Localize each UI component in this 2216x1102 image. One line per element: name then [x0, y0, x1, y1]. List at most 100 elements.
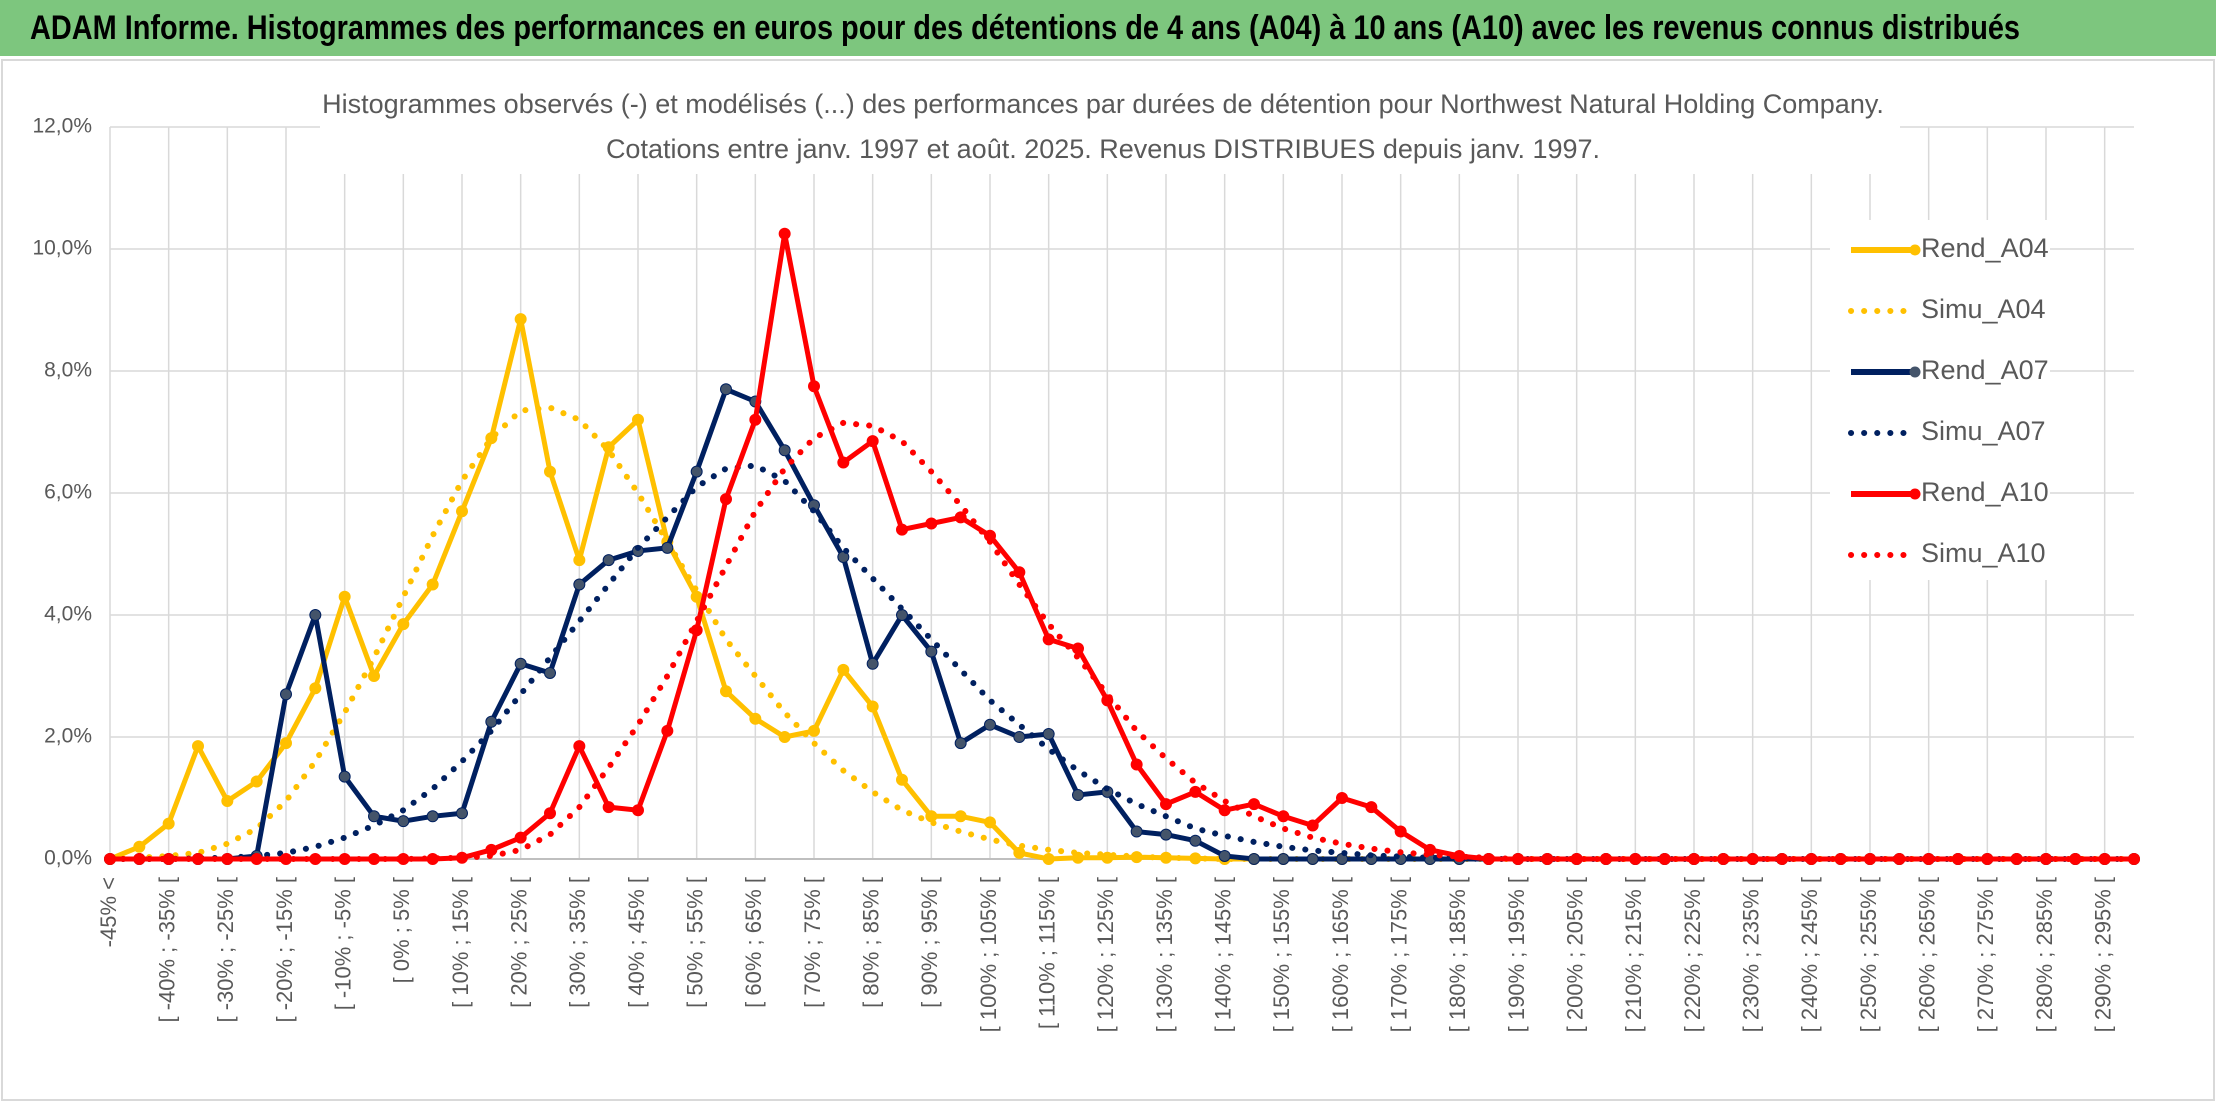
marker	[426, 578, 439, 591]
y-tick-label: 4,0%	[44, 603, 92, 626]
marker	[1160, 798, 1172, 811]
marker	[1013, 846, 1026, 859]
marker	[954, 511, 967, 524]
marker	[925, 517, 938, 530]
marker	[661, 541, 674, 554]
marker	[544, 465, 556, 478]
series-line	[110, 231, 2134, 862]
marker	[661, 724, 674, 737]
x-tick-label: [ -10% ; -5% [	[330, 877, 355, 1010]
marker	[397, 815, 410, 828]
x-tick-label: [ 200% ; 205% [	[1562, 877, 1587, 1032]
x-tick-label: [ 240% ; 245% [	[1797, 877, 1822, 1032]
legend-marker	[1909, 366, 1921, 378]
marker	[456, 505, 468, 518]
header-title: ADAM Informe. Histogrammes des performan…	[30, 9, 2020, 47]
x-tick-label: [ 270% ; 275% [	[1973, 877, 1998, 1032]
marker	[749, 712, 762, 725]
x-tick-label: [ 70% ; 75% [	[800, 877, 825, 1008]
x-tick-label: [ 250% ; 255% [	[1856, 877, 1881, 1032]
marker	[514, 657, 527, 670]
x-tick-label: [ 120% ; 125% [	[1093, 877, 1118, 1032]
marker	[1218, 804, 1231, 817]
chart-title: Histogrammes observés (-) et modélisés (…	[322, 89, 1884, 119]
x-tick-label: [ 90% ; 95% [	[917, 877, 942, 1008]
x-tick-label: [ -30% ; -25% [	[213, 877, 238, 1023]
marker	[1336, 792, 1348, 804]
legend-label: Rend_A04	[1921, 233, 2049, 263]
marker	[866, 700, 879, 713]
marker	[602, 554, 615, 567]
legend-label: Rend_A07	[1921, 355, 2049, 385]
marker	[1072, 788, 1084, 801]
x-tick-label: [ 20% ; 25% [	[506, 877, 531, 1008]
marker	[954, 810, 967, 823]
y-tick-label: 8,0%	[44, 359, 92, 382]
marker	[573, 740, 586, 753]
x-tick-label: [ 170% ; 175% [	[1386, 877, 1411, 1032]
marker	[280, 688, 292, 701]
legend-box	[1830, 220, 2050, 580]
x-tick-label: [ 220% ; 225% [	[1680, 877, 1705, 1032]
marker	[866, 435, 879, 448]
x-tick-label: [ 290% ; 295% [	[2090, 877, 2115, 1032]
marker	[1248, 798, 1260, 811]
marker	[778, 227, 791, 240]
legend-label: Simu_A10	[1921, 538, 2046, 568]
y-tick-label: 2,0%	[44, 725, 92, 748]
marker	[309, 609, 322, 621]
x-tick-label: [ -20% ; -15% [	[272, 877, 297, 1023]
marker	[1013, 566, 1026, 579]
marker	[632, 413, 644, 426]
marker	[485, 715, 498, 728]
legend-label: Rend_A10	[1921, 477, 2049, 507]
marker	[720, 383, 732, 396]
x-tick-label: [ 80% ; 85% [	[858, 877, 883, 1008]
marker	[1072, 642, 1084, 655]
marker	[866, 657, 879, 670]
plot	[104, 227, 2140, 865]
marker	[397, 618, 410, 631]
x-tick-label: [ 0% ; 5% [	[389, 877, 414, 983]
x-tick-label: [ 50% ; 55% [	[682, 877, 707, 1008]
x-tick-label: [ 130% ; 135% [	[1152, 877, 1177, 1032]
marker	[1042, 727, 1055, 740]
chart-border	[1, 59, 2215, 1101]
marker	[1130, 758, 1143, 771]
legend-marker	[1909, 488, 1921, 500]
legend-label: Simu_A04	[1921, 294, 2046, 324]
marker	[984, 718, 996, 731]
marker	[309, 682, 322, 695]
marker	[837, 456, 850, 469]
marker	[954, 737, 967, 750]
marker	[133, 840, 146, 853]
marker	[368, 670, 380, 682]
x-tick-label: [ 140% ; 145% [	[1210, 877, 1235, 1032]
x-tick-label: [ 40% ; 45% [	[624, 877, 649, 1008]
marker	[221, 795, 234, 808]
legend-marker	[1909, 244, 1921, 256]
marker	[749, 413, 762, 426]
marker	[544, 807, 556, 820]
marker	[1365, 801, 1378, 814]
x-tick-label: [ 150% ; 155% [	[1269, 877, 1294, 1032]
marker	[1277, 810, 1290, 823]
marker	[1189, 785, 1202, 798]
marker	[720, 493, 732, 506]
marker	[338, 590, 351, 603]
marker	[808, 724, 820, 737]
marker	[602, 801, 615, 814]
marker	[250, 775, 263, 788]
marker	[573, 554, 586, 567]
y-tick-label: 0,0%	[44, 847, 92, 870]
marker	[280, 737, 292, 750]
marker	[514, 313, 527, 326]
marker	[426, 810, 439, 823]
marker	[1248, 853, 1260, 865]
marker	[544, 666, 556, 679]
x-tick-label: [ 110% ; 115% [	[1034, 877, 1059, 1029]
y-tick-label: 12,0%	[32, 115, 92, 138]
marker	[837, 663, 850, 676]
title-box	[320, 86, 1900, 174]
